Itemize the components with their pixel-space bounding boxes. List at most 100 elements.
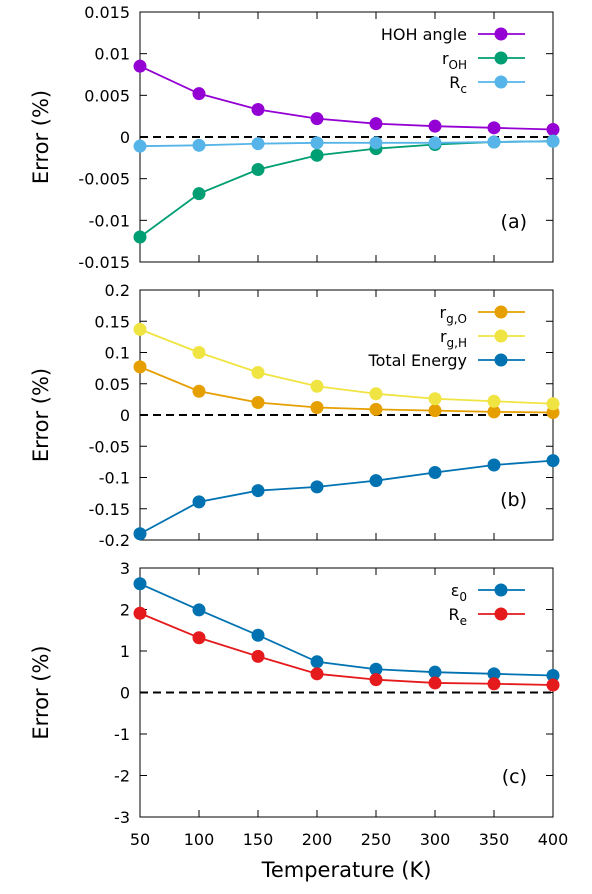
data-point xyxy=(428,665,442,679)
y-tick-label: -3 xyxy=(114,808,130,827)
data-point xyxy=(310,401,324,414)
data-point xyxy=(369,117,383,131)
data-point xyxy=(369,474,383,488)
legend-label-main: R xyxy=(449,73,460,92)
legend-label-subscript: OH xyxy=(449,58,467,72)
y-tick-label: -0.005 xyxy=(78,170,130,189)
series-line xyxy=(139,582,554,677)
data-point xyxy=(192,384,206,398)
y-tick-label: 0 xyxy=(120,128,130,147)
data-point xyxy=(546,668,560,682)
legend-swatch-marker xyxy=(494,305,508,319)
panel-label: (c) xyxy=(502,766,527,788)
data-point xyxy=(251,649,265,663)
data-point xyxy=(428,466,442,479)
data-point xyxy=(428,119,442,133)
data-point xyxy=(251,163,265,176)
legend-label: Re xyxy=(448,605,467,628)
data-point xyxy=(369,673,383,687)
y-tick-label: -0.2 xyxy=(99,531,130,550)
y-axis-title: Error (%) xyxy=(29,90,53,184)
legend-label-main: r xyxy=(440,303,447,322)
legend-label-subscript: 0 xyxy=(459,590,467,604)
data-point xyxy=(251,628,265,642)
legend-swatch-marker xyxy=(494,75,508,89)
legend-label-subscript: g,O xyxy=(446,312,467,326)
x-tick-label: 350 xyxy=(479,830,510,849)
x-tick-label: 250 xyxy=(361,830,392,849)
y-tick-label: 0.05 xyxy=(94,375,130,394)
y-axis-title: Error (%) xyxy=(29,368,53,462)
y-tick-label: 0.15 xyxy=(94,312,130,331)
data-point xyxy=(310,480,324,494)
y-tick-label: -0.01 xyxy=(89,211,130,230)
data-point xyxy=(310,667,324,681)
y-tick-label: 0.005 xyxy=(84,86,130,105)
y-tick-label: 2 xyxy=(120,601,130,620)
panel-a: -0.015 -0.01 -0.005 0 0.005 0.01 0.015 Error (%… xyxy=(29,3,560,272)
series-line xyxy=(139,140,554,148)
y-tick-label: 0.01 xyxy=(94,45,130,64)
y-tick-label: -0.015 xyxy=(78,253,130,272)
data-point xyxy=(251,137,265,151)
data-point xyxy=(133,59,147,73)
data-point xyxy=(133,322,147,336)
x-tick-label: 50 xyxy=(130,830,150,849)
y-tick-label: 0.1 xyxy=(105,344,130,363)
series-line xyxy=(139,612,554,686)
x-tick-label: 100 xyxy=(184,830,215,849)
data-point xyxy=(133,606,147,620)
x-axis-title: Temperature (K) xyxy=(261,858,432,882)
data-point xyxy=(546,134,560,148)
legend-label: rg,H xyxy=(440,327,467,350)
legend-label-main: Total Energy xyxy=(368,351,467,370)
data-point xyxy=(369,136,383,150)
data-point xyxy=(192,187,206,201)
legend-label: rg,O xyxy=(440,303,467,326)
y-tick-label: -0.1 xyxy=(99,469,130,488)
legend-swatch-marker xyxy=(494,607,508,621)
data-point xyxy=(487,405,501,419)
legend-label-main: r xyxy=(440,327,447,346)
data-point xyxy=(369,662,383,676)
legend-swatch-marker xyxy=(494,329,508,343)
data-point xyxy=(546,123,560,136)
legend-label-main: r xyxy=(442,49,449,68)
x-tick-label: 150 xyxy=(243,830,274,849)
y-tick-label: 1 xyxy=(120,642,130,661)
legend-label-subscript: c xyxy=(460,82,467,96)
series-line xyxy=(139,366,554,414)
data-point xyxy=(310,112,324,126)
y-tick-label: 0.2 xyxy=(105,281,130,300)
y-tick-label: -0.05 xyxy=(89,437,130,456)
data-point xyxy=(310,148,324,162)
legend-label-main: HOH angle xyxy=(381,25,467,44)
data-point xyxy=(428,676,442,690)
data-point xyxy=(192,631,206,645)
data-point xyxy=(251,366,265,379)
legend-swatch-marker xyxy=(494,27,508,41)
data-point xyxy=(192,87,206,101)
y-tick-label: 0 xyxy=(120,684,130,703)
y-tick-label: -1 xyxy=(114,725,130,744)
data-point xyxy=(133,577,147,591)
data-point xyxy=(369,387,383,401)
legend-label-main: R xyxy=(448,605,459,624)
data-point xyxy=(487,135,501,149)
x-tick-label: 200 xyxy=(302,830,333,849)
legend-label: HOH angle xyxy=(381,25,467,44)
data-point xyxy=(310,655,324,669)
data-point xyxy=(251,484,265,498)
data-point xyxy=(487,121,501,135)
legend-label: ε0 xyxy=(451,581,467,604)
y-tick-label: 0.015 xyxy=(84,3,130,22)
data-point xyxy=(428,392,442,406)
data-point xyxy=(310,379,324,393)
data-point xyxy=(487,677,501,691)
data-point xyxy=(133,139,147,153)
legend-label-main: ε xyxy=(451,581,460,600)
x-tick-label: 300 xyxy=(420,830,451,849)
data-point xyxy=(487,394,501,408)
panel-b: -0.2 -0.15 -0.1 -0.05 0 0.05 0.1 0.15 0.2 Error (… xyxy=(29,281,560,550)
legend-swatch-marker xyxy=(494,583,508,597)
